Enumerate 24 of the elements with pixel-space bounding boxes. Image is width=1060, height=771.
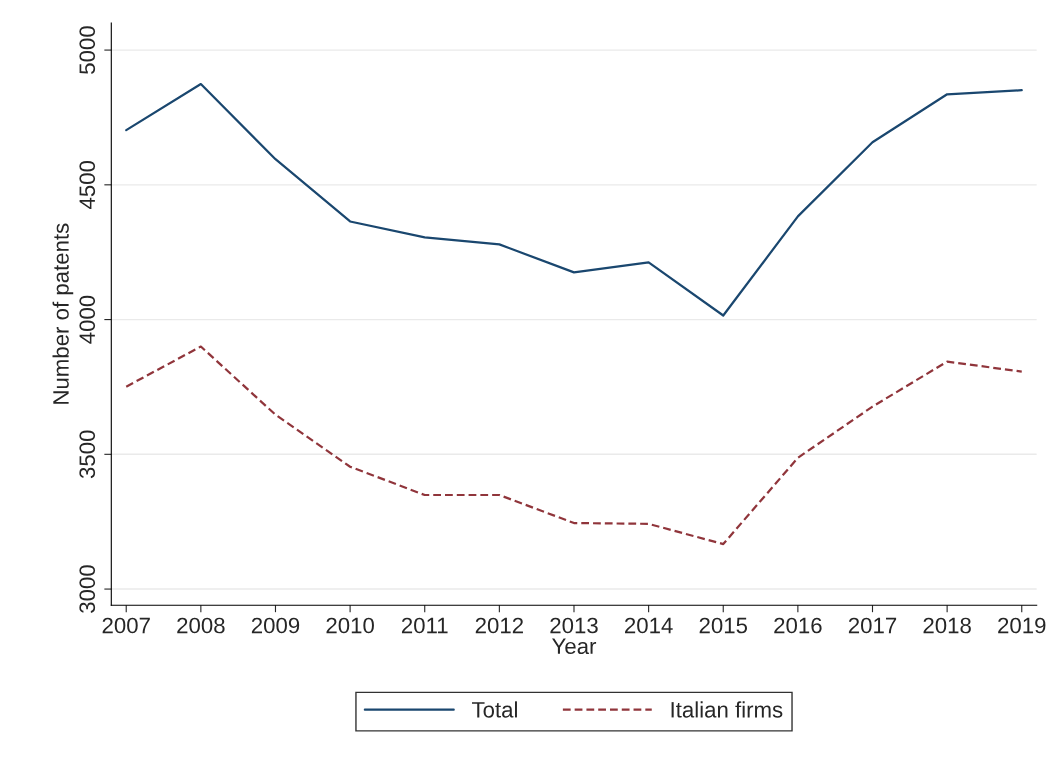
x-tick-label: 2007 <box>102 617 150 634</box>
x-tick-label: 2012 <box>475 617 523 634</box>
x-tick-label: 2014 <box>625 617 673 634</box>
line-series <box>125 82 1023 317</box>
y-axis-title: Number of patents <box>52 223 74 404</box>
x-tick-label: 2011 <box>401 617 448 634</box>
x-tick-label: 2016 <box>774 617 822 634</box>
x-tick-label: 2013 <box>550 617 598 634</box>
x-tick-label: 2019 <box>998 617 1046 634</box>
x-tick-label: 2018 <box>923 617 971 634</box>
y-tick-label: 3500 <box>79 430 96 479</box>
x-tick-label: 2010 <box>326 617 374 634</box>
x-tick-label: 2015 <box>699 617 748 634</box>
x-tick-label: 2017 <box>848 617 897 634</box>
x-tick-label: 2009 <box>251 617 300 634</box>
legend-label: Italian firms <box>671 701 783 718</box>
y-tick-label: 4000 <box>79 295 96 344</box>
x-axis-title: Year <box>552 638 597 655</box>
y-tick-label: 5000 <box>79 26 96 74</box>
y-tick-label: 4500 <box>79 160 96 210</box>
line-series <box>125 345 1023 546</box>
x-tick-label: 2008 <box>177 617 225 634</box>
y-tick-label: 3000 <box>79 565 96 613</box>
legend-label: Total <box>472 701 517 718</box>
